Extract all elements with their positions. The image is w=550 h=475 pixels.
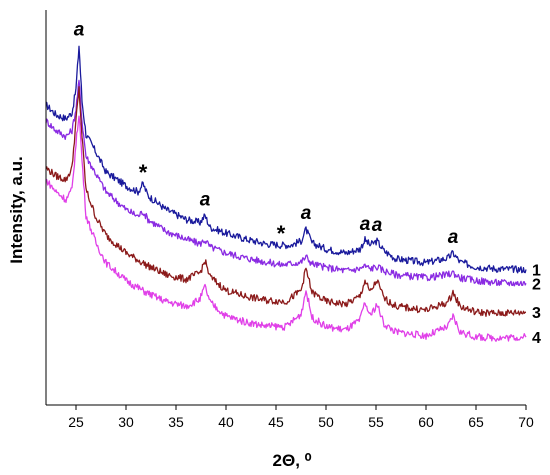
x-tick-label: 30 [118, 414, 134, 430]
series-line-1 [45, 45, 527, 274]
x-tick-label: 70 [518, 414, 534, 430]
series-label-4: 4 [532, 330, 541, 347]
x-tick-label: 65 [468, 414, 484, 430]
x-tick-label: 60 [418, 414, 434, 430]
x-tick-label: 55 [368, 414, 384, 430]
series-label-1: 1 [532, 263, 541, 280]
series-label-3: 3 [532, 305, 541, 322]
x-tick-label: 50 [318, 414, 334, 430]
x-axis-title: 2Θ, ⁰ [273, 451, 312, 470]
axes-layer: 25 30 35 40 45 50 55 60 65 70 [45, 10, 534, 430]
impurity-marker-1: * [139, 160, 148, 185]
x-tick-label: 40 [218, 414, 234, 430]
series-layer: 12 3 4 [45, 45, 541, 347]
series-line-4 [45, 115, 527, 342]
annotation-layer: a*a*aa aa [74, 20, 459, 248]
x-tick-label: 45 [268, 414, 284, 430]
impurity-marker-3: * [277, 221, 286, 246]
series-line-2 [45, 79, 527, 287]
anatase-marker-4: a [301, 203, 312, 224]
x-tick-label: 35 [168, 414, 184, 430]
series-label-2: 2 [532, 276, 541, 293]
anatase-marker-6: a [372, 215, 383, 236]
anatase-marker-0: a [74, 20, 85, 41]
series-line-3 [45, 86, 527, 317]
anatase-marker-7: a [448, 227, 459, 248]
y-axis-title: Intensity, a.u. [7, 156, 26, 263]
x-tick-label: 25 [68, 414, 84, 430]
anatase-marker-2: a [200, 189, 211, 210]
anatase-marker-5: a [360, 214, 371, 235]
